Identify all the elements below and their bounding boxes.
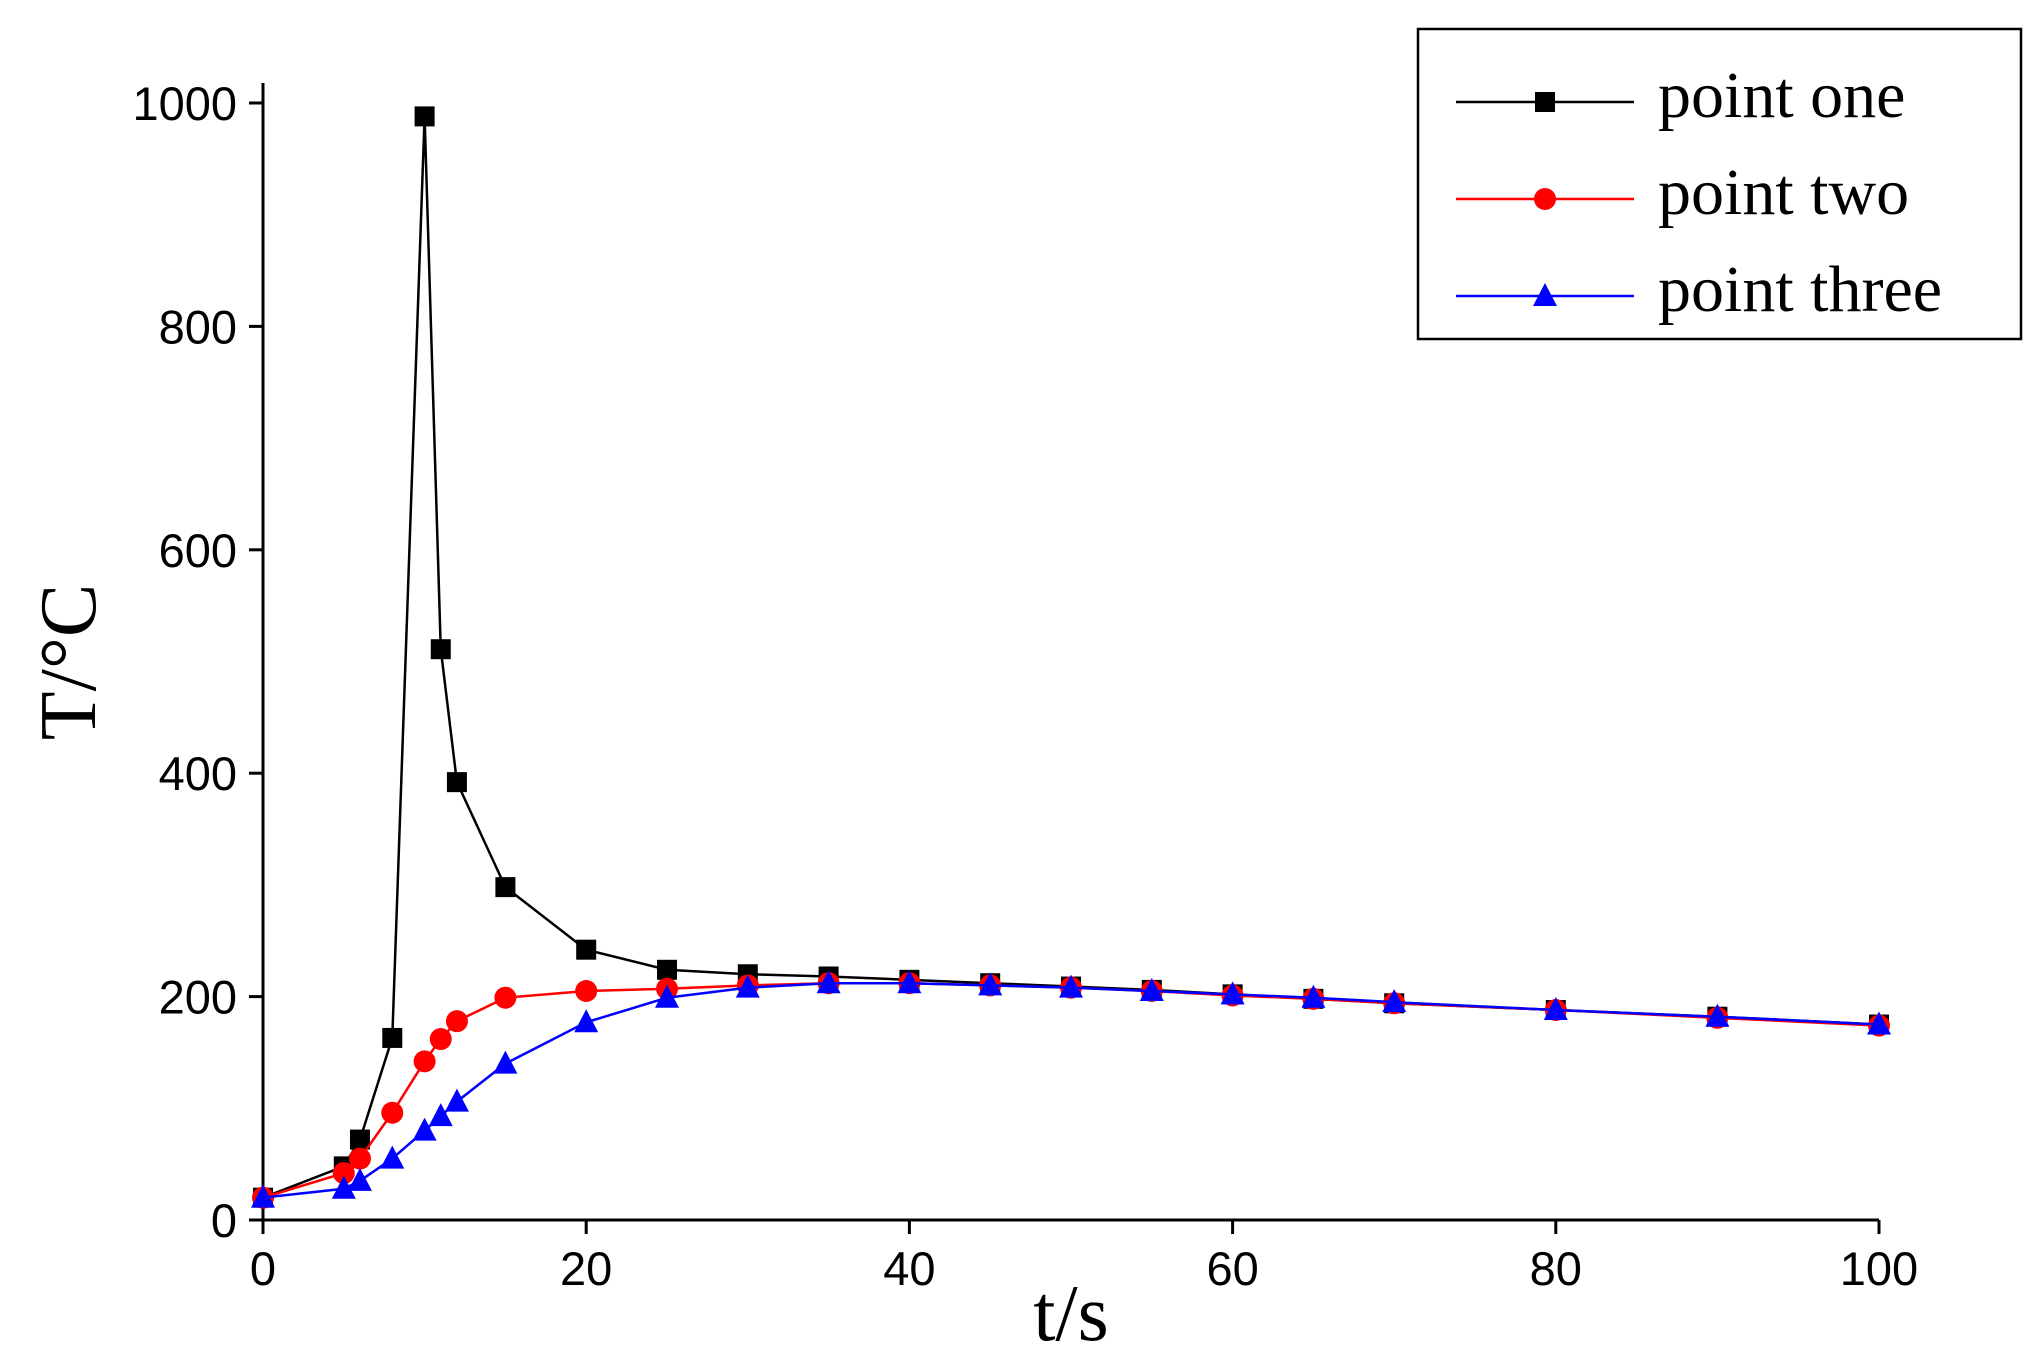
marker — [331, 1175, 356, 1199]
marker — [1220, 981, 1245, 1005]
marker — [735, 974, 760, 998]
marker — [428, 1103, 453, 1127]
marker — [381, 1101, 404, 1124]
marker — [657, 959, 677, 980]
marker — [1301, 984, 1326, 1008]
marker — [382, 1027, 403, 1048]
legend-marker — [1534, 188, 1556, 210]
x-tick-label: 60 — [1206, 1242, 1258, 1295]
y-tick-label: 600 — [159, 524, 237, 577]
x-axis-label: t/s — [1033, 1270, 1109, 1358]
marker — [446, 772, 467, 793]
x-tick-label: 0 — [250, 1242, 276, 1295]
y-tick-label: 200 — [159, 971, 237, 1024]
marker — [655, 984, 679, 1008]
marker — [575, 980, 598, 1003]
legend-marker — [1535, 92, 1555, 112]
series-line — [262, 981, 1880, 1199]
y-tick-label: 0 — [211, 1194, 237, 1247]
marker — [495, 877, 516, 898]
marker — [574, 1009, 599, 1033]
marker — [978, 972, 1003, 996]
marker — [493, 1050, 518, 1074]
marker — [349, 1129, 370, 1150]
marker — [414, 106, 435, 127]
marker — [1867, 1011, 1891, 1035]
x-tick-label: 20 — [560, 1242, 612, 1295]
marker — [412, 1117, 437, 1141]
marker — [347, 1167, 372, 1191]
y-axis-label: T/°C — [25, 584, 113, 740]
legend-label: point two — [1658, 156, 1909, 229]
y-tick-label: 400 — [159, 747, 237, 800]
marker — [430, 639, 451, 660]
x-tick-label: 40 — [883, 1242, 935, 1295]
marker — [1705, 1003, 1730, 1027]
marker — [445, 1010, 468, 1033]
marker — [251, 1184, 275, 1208]
marker — [576, 939, 597, 960]
marker — [1059, 974, 1083, 998]
marker — [332, 1162, 355, 1185]
legend-label: point three — [1658, 253, 1942, 326]
marker — [444, 1088, 469, 1112]
marker — [1139, 978, 1164, 1002]
marker — [494, 986, 517, 1009]
legend-box — [1416, 27, 2023, 341]
marker — [380, 1145, 405, 1169]
marker — [1382, 989, 1407, 1013]
marker — [348, 1147, 371, 1170]
legend-label: point one — [1658, 59, 1905, 132]
marker — [1543, 997, 1568, 1021]
series-line — [262, 981, 1880, 1199]
marker — [897, 970, 922, 994]
x-tick-label: 80 — [1530, 1242, 1582, 1295]
marker — [816, 970, 841, 994]
y-tick-label: 1000 — [132, 77, 237, 130]
marker — [413, 1050, 436, 1073]
legend-marker — [1533, 283, 1557, 306]
marker — [429, 1028, 452, 1051]
y-tick-label: 800 — [159, 300, 237, 353]
x-tick-label: 100 — [1840, 1242, 1918, 1295]
